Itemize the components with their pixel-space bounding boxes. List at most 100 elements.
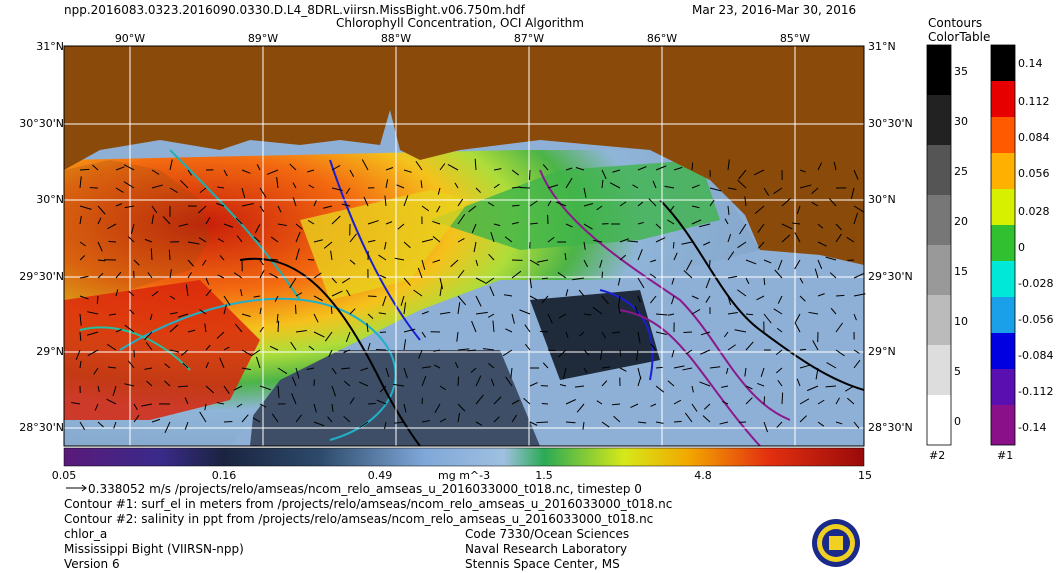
current-vector xyxy=(313,295,323,302)
current-vector xyxy=(583,223,593,230)
current-vector xyxy=(655,331,667,336)
current-vector xyxy=(794,322,801,333)
current-vector xyxy=(182,362,189,369)
current-vector xyxy=(835,223,842,231)
current-vector xyxy=(106,343,117,351)
current-vector xyxy=(420,180,423,189)
current-vector xyxy=(536,421,549,424)
current-vector xyxy=(727,275,738,279)
current-vector xyxy=(611,331,621,334)
current-vector xyxy=(219,357,225,369)
current-vector xyxy=(468,205,477,213)
current-vector xyxy=(439,163,446,171)
chlor-colorbar xyxy=(63,447,865,467)
current-vector xyxy=(482,348,495,351)
current-vector xyxy=(169,349,180,353)
version-label: Version 6 xyxy=(64,557,120,571)
current-vector xyxy=(618,295,621,307)
current-vector xyxy=(97,259,106,262)
current-vector xyxy=(87,311,99,315)
current-vector xyxy=(178,223,189,227)
current-vector xyxy=(250,349,261,357)
current-vector xyxy=(295,329,307,333)
current-vector xyxy=(259,259,264,266)
contour-line xyxy=(119,297,397,441)
current-vector xyxy=(169,187,178,194)
current-vector xyxy=(123,164,135,171)
current-vector xyxy=(233,272,243,279)
current-vector xyxy=(384,195,387,207)
current-vector xyxy=(487,313,495,318)
current-vector xyxy=(259,385,272,391)
current-vector xyxy=(756,295,765,301)
current-vector xyxy=(108,313,117,316)
colortable-value: 0.056 xyxy=(1018,167,1050,180)
current-vector xyxy=(727,205,730,215)
current-vector xyxy=(447,164,459,171)
current-vector xyxy=(655,313,668,316)
current-vector xyxy=(439,418,447,423)
current-vector xyxy=(547,349,556,352)
current-vector xyxy=(744,196,747,207)
current-vector xyxy=(505,376,513,387)
current-vector xyxy=(562,367,567,380)
current-vector xyxy=(611,403,621,406)
current-vector xyxy=(421,419,431,423)
current-vector xyxy=(683,270,693,279)
current-vector xyxy=(269,273,279,279)
current-vector xyxy=(115,187,124,193)
current-vector xyxy=(147,272,153,279)
current-vector xyxy=(691,308,701,315)
current-vector xyxy=(777,295,783,304)
current-vector xyxy=(379,274,387,279)
current-vector xyxy=(835,233,842,243)
current-vector xyxy=(754,205,765,215)
current-vector xyxy=(378,254,387,261)
current-vector xyxy=(814,268,819,279)
current-vector xyxy=(140,403,153,407)
current-vector xyxy=(796,378,801,387)
lat-label-right-28-30n: 28°30'N xyxy=(868,421,913,434)
current-vector xyxy=(205,289,212,297)
current-vector xyxy=(421,238,433,243)
current-vector xyxy=(557,272,567,279)
current-vector xyxy=(709,366,721,369)
current-vector xyxy=(295,248,300,261)
current-vector xyxy=(635,349,639,361)
current-vector xyxy=(725,367,729,375)
current-vector xyxy=(291,376,297,387)
current-vector xyxy=(128,290,135,297)
current-vector xyxy=(341,367,351,370)
current-vector xyxy=(727,251,735,261)
current-vector xyxy=(619,238,629,243)
current-vector xyxy=(619,349,622,357)
colortable-value: 0.028 xyxy=(1018,205,1050,218)
current-vector xyxy=(133,414,140,423)
current-vector xyxy=(601,421,610,428)
current-vector xyxy=(187,241,200,245)
current-vector xyxy=(671,349,675,358)
current-vector xyxy=(403,277,411,286)
current-vector xyxy=(541,277,549,280)
lat-label-left-30n: 30°N xyxy=(36,193,64,206)
contour-value: 25 xyxy=(954,165,968,178)
current-vector xyxy=(737,289,747,297)
current-vector xyxy=(833,161,837,171)
current-vector xyxy=(745,341,754,351)
current-vector xyxy=(330,250,333,261)
current-vector xyxy=(630,403,639,409)
current-vector xyxy=(223,295,231,306)
current-vector xyxy=(204,323,207,333)
current-vector xyxy=(241,187,246,198)
current-vector xyxy=(529,222,538,225)
current-vector xyxy=(345,187,351,195)
current-vector xyxy=(776,421,783,428)
current-vector xyxy=(349,259,356,265)
current-vector xyxy=(682,367,693,371)
current-vector xyxy=(619,367,627,372)
contour-value: 10 xyxy=(954,315,968,328)
current-vector xyxy=(775,349,783,356)
colortable-value: 0 xyxy=(1018,241,1025,254)
current-vector xyxy=(817,399,825,405)
current-vector xyxy=(277,223,288,227)
